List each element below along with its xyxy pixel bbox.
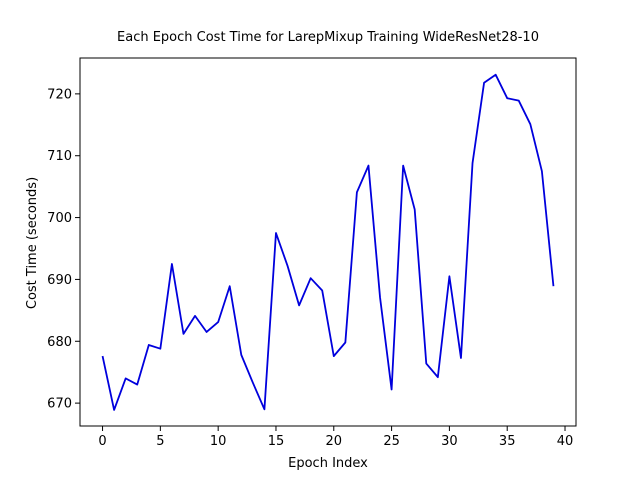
chart-title: Each Epoch Cost Time for LarepMixup Trai…: [117, 30, 539, 45]
series-layer: [101, 73, 555, 411]
series-line-0: [101, 73, 555, 411]
axes: 0 5 10 15 20 25 30 35 40 670 680 690 700 710 720: [47, 87, 573, 449]
y-tick-label: 700: [47, 211, 72, 226]
x-tick-label: 5: [156, 434, 164, 449]
y-axis-label: Cost Time (seconds): [25, 177, 40, 309]
y-tick-label: 720: [47, 87, 72, 102]
y-tick-label: 680: [47, 335, 72, 350]
x-tick-label: 35: [499, 434, 516, 449]
x-tick-label: 10: [210, 434, 227, 449]
plot-frame: [79, 57, 577, 427]
x-tick-label: 25: [383, 434, 400, 449]
y-tick-label: 710: [47, 149, 72, 164]
y-tick-label: 690: [47, 273, 72, 288]
x-axis-label: Epoch Index: [288, 456, 368, 471]
axes-frame: [79, 57, 577, 427]
x-tick-label: 40: [557, 434, 574, 449]
x-tick-label: 20: [326, 434, 343, 449]
x-tick-label: 30: [441, 434, 458, 449]
x-tick-label: 0: [98, 434, 106, 449]
y-tick-label: 670: [47, 397, 72, 412]
x-tick-label: 15: [268, 434, 285, 449]
